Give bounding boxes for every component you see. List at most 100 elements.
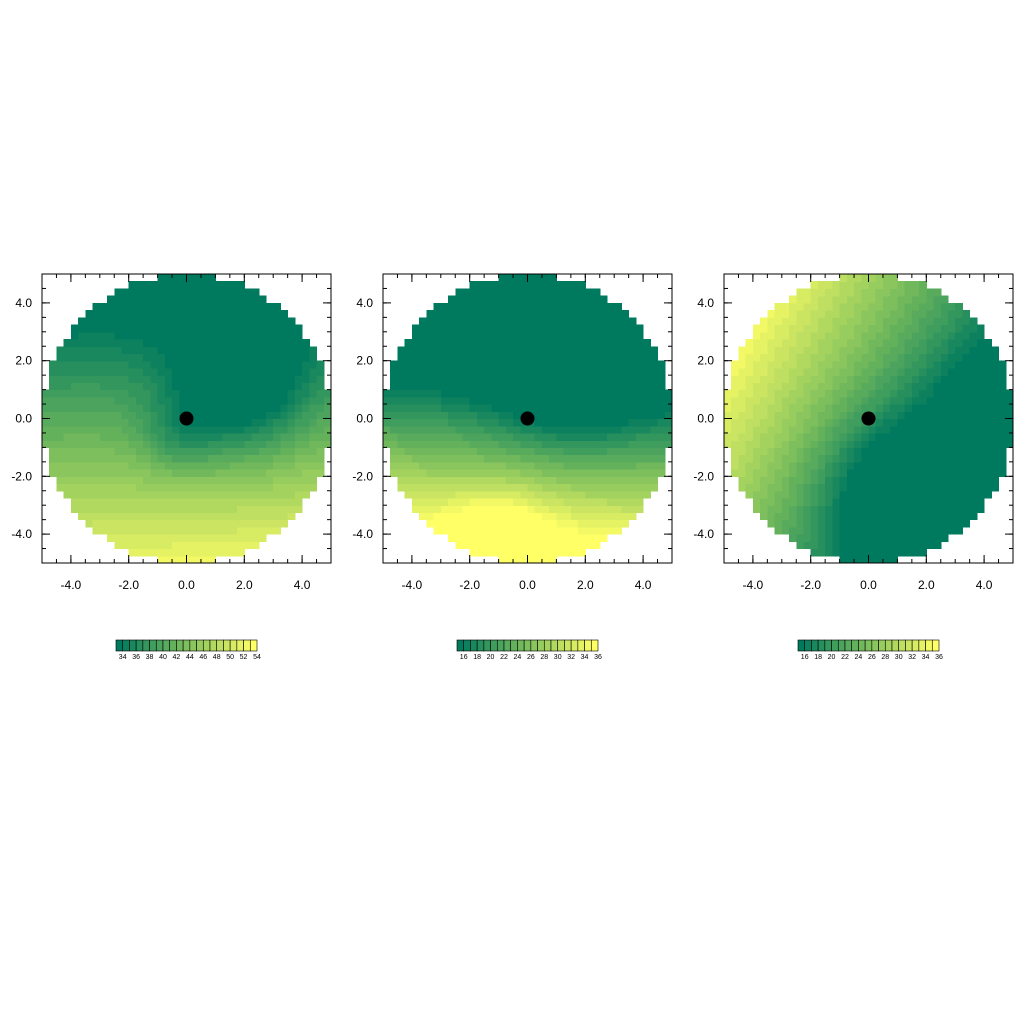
contour-cell xyxy=(121,418,130,427)
contour-cell xyxy=(635,346,644,355)
contour-cell xyxy=(599,396,608,405)
contour-cell xyxy=(991,483,1000,492)
contour-cell xyxy=(143,418,151,427)
contour-cell xyxy=(563,281,572,290)
contour-cell xyxy=(635,389,644,398)
contour-cell xyxy=(462,541,471,550)
contour-cell xyxy=(854,454,862,463)
contour-cell xyxy=(520,389,529,398)
contour-cell xyxy=(491,411,500,420)
contour-cell xyxy=(143,526,151,535)
contour-cell xyxy=(208,346,216,355)
contour-cell xyxy=(114,389,123,398)
contour-cell xyxy=(143,382,151,391)
contour-cell xyxy=(193,324,202,333)
contour-cell xyxy=(440,317,449,326)
contour-cell xyxy=(585,476,594,485)
contour-cell xyxy=(767,346,776,355)
contour-cell xyxy=(78,317,86,326)
contour-cell xyxy=(789,346,797,355)
contour-cell xyxy=(781,425,790,434)
contour-cell xyxy=(796,461,805,470)
contour-cell xyxy=(897,432,906,441)
contour-cell xyxy=(556,353,565,362)
contour-cell xyxy=(462,302,471,311)
contour-cell xyxy=(419,490,427,499)
contour-cell xyxy=(462,375,471,383)
contour-cell xyxy=(534,440,543,448)
contour-cell xyxy=(861,389,870,398)
contour-cell xyxy=(462,295,471,304)
contour-cell xyxy=(947,469,956,477)
contour-cell xyxy=(433,476,442,485)
contour-cell xyxy=(258,339,267,347)
contour-cell xyxy=(940,302,949,311)
contour-cell xyxy=(650,461,659,470)
contour-cell xyxy=(143,483,151,492)
contour-cell xyxy=(875,396,884,405)
contour-cell xyxy=(63,476,72,485)
contour-cell xyxy=(606,317,615,326)
contour-cell xyxy=(135,534,144,542)
contour-cell xyxy=(955,396,964,405)
contour-cell xyxy=(135,346,144,355)
contour-cell xyxy=(643,447,651,456)
contour-cell xyxy=(440,302,449,311)
contour-cell xyxy=(767,324,776,333)
contour-cell xyxy=(265,411,274,420)
contour-cell xyxy=(962,396,971,405)
contour-cell xyxy=(578,469,586,477)
contour-cell xyxy=(280,339,289,347)
contour-cell xyxy=(527,425,536,434)
contour-cell xyxy=(157,454,166,463)
contour-cell xyxy=(846,353,855,362)
contour-cell xyxy=(433,339,442,347)
contour-cell xyxy=(760,346,768,355)
contour-cell xyxy=(462,360,471,369)
contour-cell xyxy=(810,534,819,542)
contour-cell xyxy=(570,483,579,492)
contour-cell xyxy=(534,295,543,304)
contour-cell xyxy=(731,375,740,383)
contour-cell xyxy=(92,454,101,463)
contour-cell xyxy=(128,360,137,369)
contour-cell xyxy=(63,411,72,420)
contour-cell xyxy=(397,483,406,492)
contour-cell xyxy=(135,469,144,477)
contour-cell xyxy=(998,389,1007,398)
contour-cell xyxy=(621,476,630,485)
contour-cell xyxy=(947,454,956,463)
contour-cell xyxy=(294,454,303,463)
contour-cell xyxy=(476,281,485,290)
contour-cell xyxy=(854,541,862,550)
contour-cell xyxy=(527,555,536,564)
contour-cell xyxy=(135,548,144,557)
contour-cell xyxy=(484,367,492,376)
contour-cell xyxy=(933,295,942,304)
contour-cell xyxy=(258,519,267,528)
contour-cell xyxy=(505,541,514,550)
contour-cell xyxy=(570,324,579,333)
contour-cell xyxy=(578,317,586,326)
y-tick-label: -2.0 xyxy=(11,469,32,483)
contour-cell xyxy=(70,418,79,427)
contour-cell xyxy=(287,353,296,362)
contour-cell xyxy=(85,389,94,398)
colorbar-box xyxy=(570,639,579,652)
contour-cell xyxy=(208,469,216,477)
contour-cell xyxy=(215,548,224,557)
contour-cell xyxy=(882,353,891,362)
contour-cell xyxy=(614,396,623,405)
contour-cell xyxy=(628,497,637,506)
contour-cell xyxy=(193,555,202,564)
contour-cell xyxy=(825,418,833,427)
contour-cell xyxy=(157,447,166,456)
contour-cell xyxy=(875,497,884,506)
contour-cell xyxy=(222,447,231,456)
contour-cell xyxy=(455,288,464,297)
contour-cell xyxy=(556,396,565,405)
contour-cell xyxy=(962,339,971,347)
contour-cell xyxy=(839,295,848,304)
contour-cell xyxy=(186,483,195,492)
contour-cell xyxy=(273,497,282,506)
